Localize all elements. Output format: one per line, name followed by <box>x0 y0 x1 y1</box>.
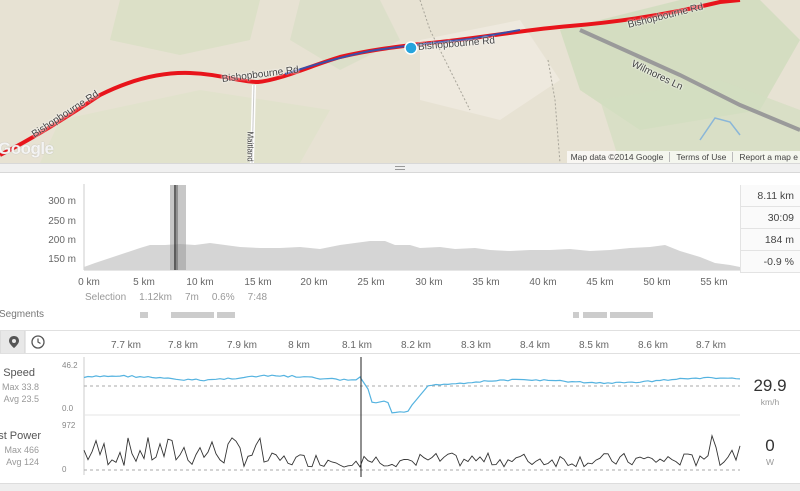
speed-value: 29.9 <box>753 376 787 395</box>
km-label: 8.4 km <box>519 340 551 351</box>
speed-avg: Avg 23.5 <box>3 394 39 404</box>
elevation-x-label: 30 km <box>415 277 443 288</box>
selection-grade: 0.6% <box>211 292 235 303</box>
stat-distance: 8.11 km <box>740 185 800 207</box>
google-logo: Google <box>0 139 54 158</box>
map-footer: Map data ©2014 Google Terms of Use Repor… <box>566 151 800 163</box>
segments-label: Segments <box>0 309 45 320</box>
km-label: 8.3 km <box>460 340 492 351</box>
clock-icon <box>30 335 45 349</box>
map-pin-icon <box>8 336 19 348</box>
stat-grade: -0.9 % <box>740 251 800 273</box>
km-label: 8.6 km <box>637 340 669 351</box>
position-marker[interactable] <box>404 41 418 55</box>
stat-time: 30:09 <box>740 207 800 229</box>
elevation-y-label: 300 m <box>48 196 76 207</box>
km-label: 8.2 km <box>400 340 432 351</box>
power-axis-bottom: 0 <box>62 465 67 474</box>
km-label: 8.1 km <box>341 340 373 351</box>
panel-splitter[interactable] <box>0 163 800 173</box>
elevation-y-label: 250 m <box>48 216 76 227</box>
map-canvas[interactable] <box>0 0 800 163</box>
power-axis-top: 972 <box>62 421 76 430</box>
road-label: Maitland <box>245 131 255 162</box>
selection-time: 7m <box>184 292 199 303</box>
stream-charts[interactable] <box>0 355 800 483</box>
km-label: 7.8 km <box>167 340 199 351</box>
elevation-x-label: 0 km <box>78 277 100 288</box>
map-pin-tab[interactable] <box>0 331 26 353</box>
elevation-x-label: 20 km <box>300 277 328 288</box>
power-value: 0 <box>765 436 775 455</box>
elevation-x-label: 55 km <box>700 277 728 288</box>
km-label: 7.7 km <box>110 340 142 351</box>
speed-title: Speed <box>3 367 35 379</box>
selection-distance: 1.12km <box>139 292 172 303</box>
power-avg: Avg 124 <box>6 457 39 467</box>
selection-pace: 7:48 <box>247 292 268 303</box>
elevation-chart[interactable] <box>0 173 800 333</box>
map-attribution: Map data ©2014 Google <box>570 152 664 162</box>
bottom-bar <box>0 483 800 491</box>
power-max: Max 466 <box>4 445 39 455</box>
report-map-error-link[interactable]: Report a map e <box>739 152 798 162</box>
km-label: 8 km <box>288 340 310 351</box>
terms-link[interactable]: Terms of Use <box>676 152 727 162</box>
elevation-x-label: 35 km <box>472 277 500 288</box>
speed-line <box>83 374 741 414</box>
km-label: 8.7 km <box>695 340 727 351</box>
power-title: Est Power <box>0 430 41 442</box>
elevation-x-label: 5 km <box>133 277 155 288</box>
km-label: 7.9 km <box>226 340 258 351</box>
speed-max: Max 33.8 <box>1 382 39 392</box>
clock-tab[interactable] <box>24 331 50 353</box>
elevation-x-label: 25 km <box>357 277 385 288</box>
power-line <box>83 433 741 468</box>
selection-summary: Selection 1.12km 7m 0.6% 7:48 <box>85 292 267 303</box>
speed-axis-bottom: 0.0 <box>62 404 74 413</box>
selection-label: Selection <box>85 292 127 303</box>
distance-axis: 7.7 km 7.8 km 7.9 km 8 km 8.1 km 8.2 km … <box>0 330 800 354</box>
grip-icon[interactable] <box>395 166 405 170</box>
elevation-x-label: 15 km <box>244 277 272 288</box>
route-selection <box>284 29 521 75</box>
power-unit: W <box>765 457 775 467</box>
km-label: 8.5 km <box>578 340 610 351</box>
elevation-y-label: 150 m <box>48 254 76 265</box>
stat-elevation: 184 m <box>740 229 800 251</box>
route-map[interactable]: Bishopbourne Rd Bishopbourne Rd Bishopbo… <box>0 0 800 163</box>
elevation-y-label: 200 m <box>48 235 76 246</box>
elevation-x-label: 50 km <box>643 277 671 288</box>
speed-axis-top: 46.2 <box>62 361 78 370</box>
elevation-x-label: 40 km <box>529 277 557 288</box>
elevation-x-label: 45 km <box>586 277 614 288</box>
elevation-selection[interactable] <box>170 185 186 270</box>
elevation-x-label: 10 km <box>186 277 214 288</box>
speed-unit: km/h <box>760 397 780 407</box>
